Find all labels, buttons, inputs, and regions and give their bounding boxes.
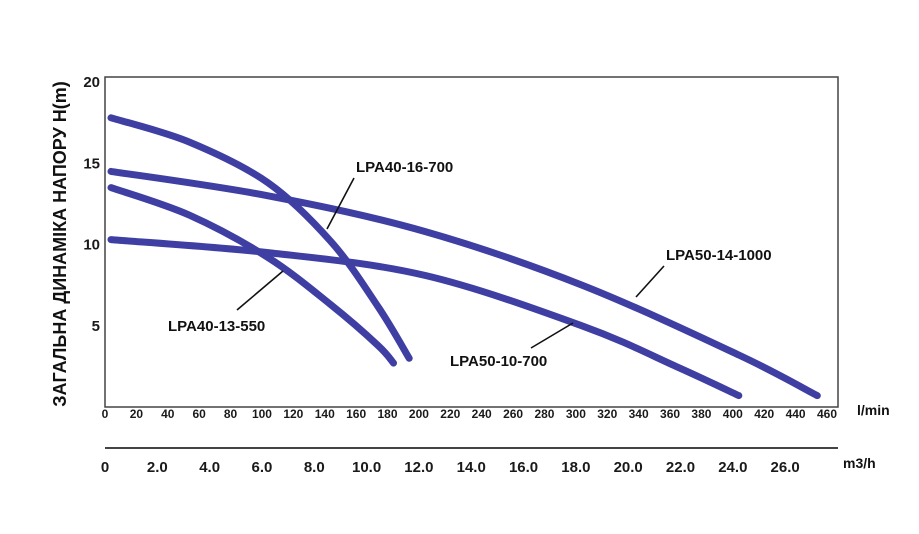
series-label: LPA40-16-700 xyxy=(356,159,453,176)
x-tick-label: 180 xyxy=(378,407,398,421)
x-axis-ticks-secondary: 0 2.0 4.0 6.0 8.0 10.0 12.0 14.0 16.0 18.0 20.0 22.… xyxy=(101,459,800,476)
x-tick-label: 200 xyxy=(409,407,429,421)
x2-tick-label: 10.0 xyxy=(352,459,381,476)
x2-tick-label: 8.0 xyxy=(304,459,325,476)
series-label: LPA40-13-550 xyxy=(168,318,265,335)
y-axis-ticks: 5 10 15 20 xyxy=(83,74,100,335)
x-tick-label: 220 xyxy=(440,407,460,421)
y-tick-label: 5 xyxy=(92,318,100,335)
x-tick-label: 260 xyxy=(503,407,523,421)
x-tick-label: 120 xyxy=(283,407,303,421)
series-lines xyxy=(107,114,821,400)
x2-tick-label: 22.0 xyxy=(666,459,695,476)
x2-tick-label: 6.0 xyxy=(252,459,273,476)
x2-tick-label: 2.0 xyxy=(147,459,168,476)
series-label-leader xyxy=(530,322,574,349)
x-tick-label: 340 xyxy=(629,407,649,421)
x2-tick-label: 4.0 xyxy=(199,459,220,476)
x2-tick-label: 12.0 xyxy=(404,459,433,476)
x-tick-label: 460 xyxy=(817,407,837,421)
x-tick-label: 140 xyxy=(315,407,335,421)
x-tick-label: 240 xyxy=(472,407,492,421)
x-tick-label: 320 xyxy=(597,407,617,421)
series-line-lpa40-13-550 xyxy=(107,184,397,367)
series-label: LPA50-10-700 xyxy=(450,353,547,370)
x-axis-unit-primary: l/min xyxy=(857,402,890,418)
series-labels: LPA40-16-700 LPA50-14-1000 LPA40-13-550 LPA… xyxy=(168,159,772,370)
series-label-leader xyxy=(635,265,665,298)
x-tick-label: 400 xyxy=(723,407,743,421)
x-tick-label: 420 xyxy=(754,407,774,421)
x-tick-label: 160 xyxy=(346,407,366,421)
x-tick-label: 360 xyxy=(660,407,680,421)
y-tick-label: 15 xyxy=(83,155,100,172)
x2-tick-label: 24.0 xyxy=(718,459,747,476)
x-axis-unit-secondary: m3/h xyxy=(843,455,876,471)
x-tick-label: 60 xyxy=(192,407,206,421)
x-tick-label: 20 xyxy=(130,407,144,421)
x2-tick-label: 0 xyxy=(101,459,109,476)
x2-tick-label: 18.0 xyxy=(561,459,590,476)
x2-tick-label: 20.0 xyxy=(614,459,643,476)
x-tick-label: 280 xyxy=(534,407,554,421)
x-tick-label: 80 xyxy=(224,407,238,421)
y-tick-label: 10 xyxy=(83,237,100,254)
y-axis-label: ЗАГАЛЬНА ДИНАМІКА НАПОРУ H(m) xyxy=(50,81,70,407)
x2-tick-label: 16.0 xyxy=(509,459,538,476)
y-tick-label: 20 xyxy=(83,74,100,91)
x-tick-label: 380 xyxy=(691,407,711,421)
x2-tick-label: 26.0 xyxy=(771,459,800,476)
series-line-lpa50-14-1000 xyxy=(107,167,821,400)
x-tick-label: 440 xyxy=(786,407,806,421)
series-label-leader xyxy=(236,270,284,311)
x-tick-label: 0 xyxy=(102,407,109,421)
series-label: LPA50-14-1000 xyxy=(666,247,772,264)
x-tick-label: 300 xyxy=(566,407,586,421)
x2-tick-label: 14.0 xyxy=(457,459,486,476)
x-tick-label: 40 xyxy=(161,407,175,421)
x-axis-ticks-primary: 0 20 40 60 80 100 120 140 160 180 200 220 240 260 280 3… xyxy=(102,407,838,421)
series-label-leader xyxy=(326,177,355,230)
series-line-lpa50-10-700 xyxy=(107,236,743,400)
x-tick-label: 100 xyxy=(252,407,272,421)
plot-area-frame xyxy=(104,76,839,408)
